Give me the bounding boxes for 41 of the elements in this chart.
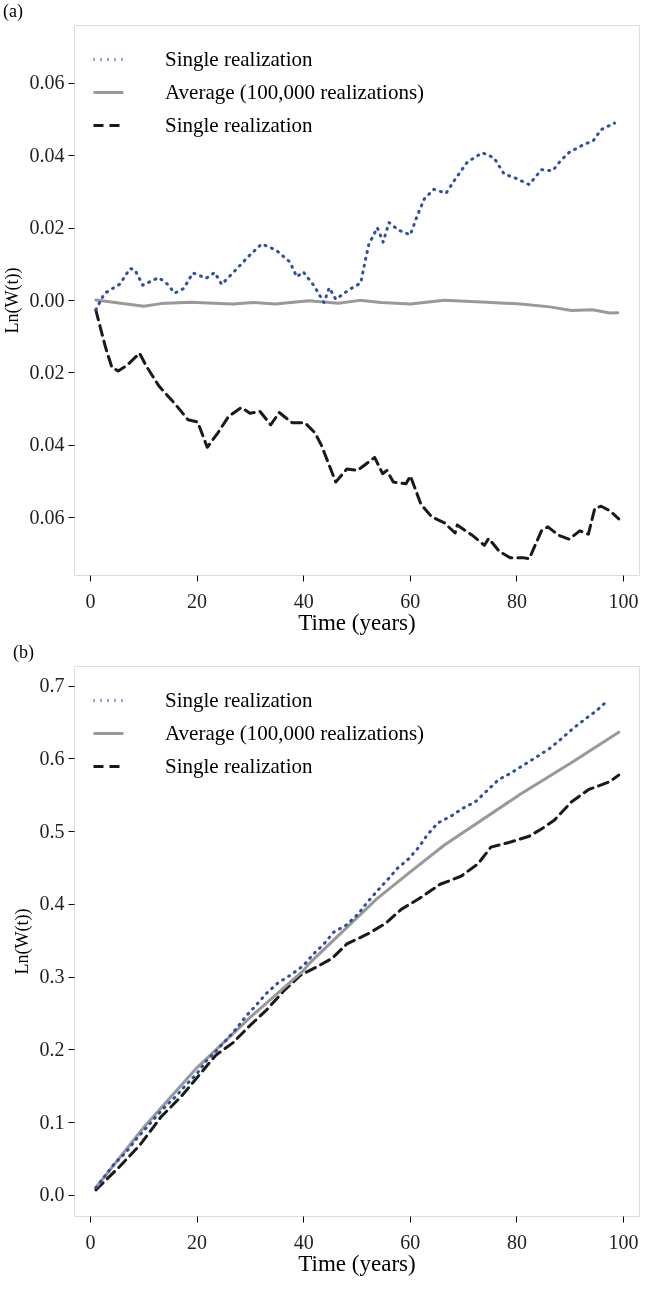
- legend-label: Average (100,000 realizations): [165, 79, 425, 104]
- y-tick-label: 0.4: [39, 892, 65, 915]
- x-tick-label: 20: [187, 1230, 208, 1253]
- y-axis-title: Ln(W(t)): [1, 267, 23, 334]
- legend-label: Single realization: [165, 46, 314, 71]
- y-tick-label: 0.2: [39, 1037, 65, 1060]
- legend-label: Single realization: [165, 687, 314, 712]
- y-tick-label: 0.02: [29, 360, 65, 383]
- y-tick-label: 0.0: [39, 1183, 65, 1206]
- y-tick-label: 0.00: [29, 288, 65, 311]
- chart-title: (a): [3, 1, 23, 22]
- x-tick-label: 0: [85, 589, 96, 612]
- legend-label: Single realization: [165, 753, 314, 778]
- x-tick-label: 80: [506, 1230, 527, 1253]
- y-tick-label: 0.1: [39, 1110, 65, 1133]
- x-tick-label: 20: [187, 589, 208, 612]
- x-tick-label: 60: [400, 589, 421, 612]
- y-tick-label: 0.3: [39, 965, 65, 988]
- y-tick-label: 0.04: [29, 433, 65, 456]
- line-series: [94, 298, 620, 315]
- y-tick-label: 0.6: [39, 746, 65, 769]
- y-tick-label: 0.02: [29, 216, 65, 239]
- x-tick-label: 0: [85, 1230, 96, 1253]
- y-axis-title: Ln(W(t)): [11, 908, 33, 975]
- chart-title: (b): [13, 642, 34, 663]
- x-axis-title: Time (years): [298, 609, 416, 635]
- y-tick-label: 0.04: [29, 143, 65, 166]
- x-tick-label: 60: [400, 1230, 421, 1253]
- legend-label: Average (100,000 realizations): [165, 720, 425, 745]
- y-tick-label: 0.5: [39, 819, 65, 842]
- y-tick-label: 0.7: [39, 674, 65, 697]
- x-tick-label: 40: [293, 1230, 314, 1253]
- x-tick-label: 80: [506, 589, 527, 612]
- legend-label: Single realization: [165, 112, 314, 137]
- line-series: [94, 308, 621, 561]
- x-tick-label: 100: [608, 589, 639, 612]
- y-tick-label: 0.06: [29, 505, 65, 528]
- x-axis-title: Time (years): [298, 1250, 416, 1276]
- y-tick-label: 0.06: [29, 71, 65, 94]
- x-tick-label: 100: [608, 1230, 639, 1253]
- x-tick-label: 40: [293, 589, 314, 612]
